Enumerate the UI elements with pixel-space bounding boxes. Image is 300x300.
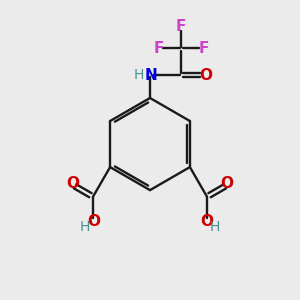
Text: F: F	[154, 41, 164, 56]
Text: O: O	[221, 176, 234, 191]
Text: O: O	[66, 176, 79, 191]
Text: F: F	[198, 41, 209, 56]
Text: H: H	[210, 220, 220, 234]
Text: O: O	[200, 214, 213, 229]
Text: H: H	[80, 220, 90, 234]
Text: F: F	[176, 20, 186, 34]
Text: O: O	[199, 68, 212, 82]
Text: N: N	[144, 68, 157, 82]
Text: H: H	[134, 68, 144, 82]
Text: O: O	[87, 214, 100, 229]
